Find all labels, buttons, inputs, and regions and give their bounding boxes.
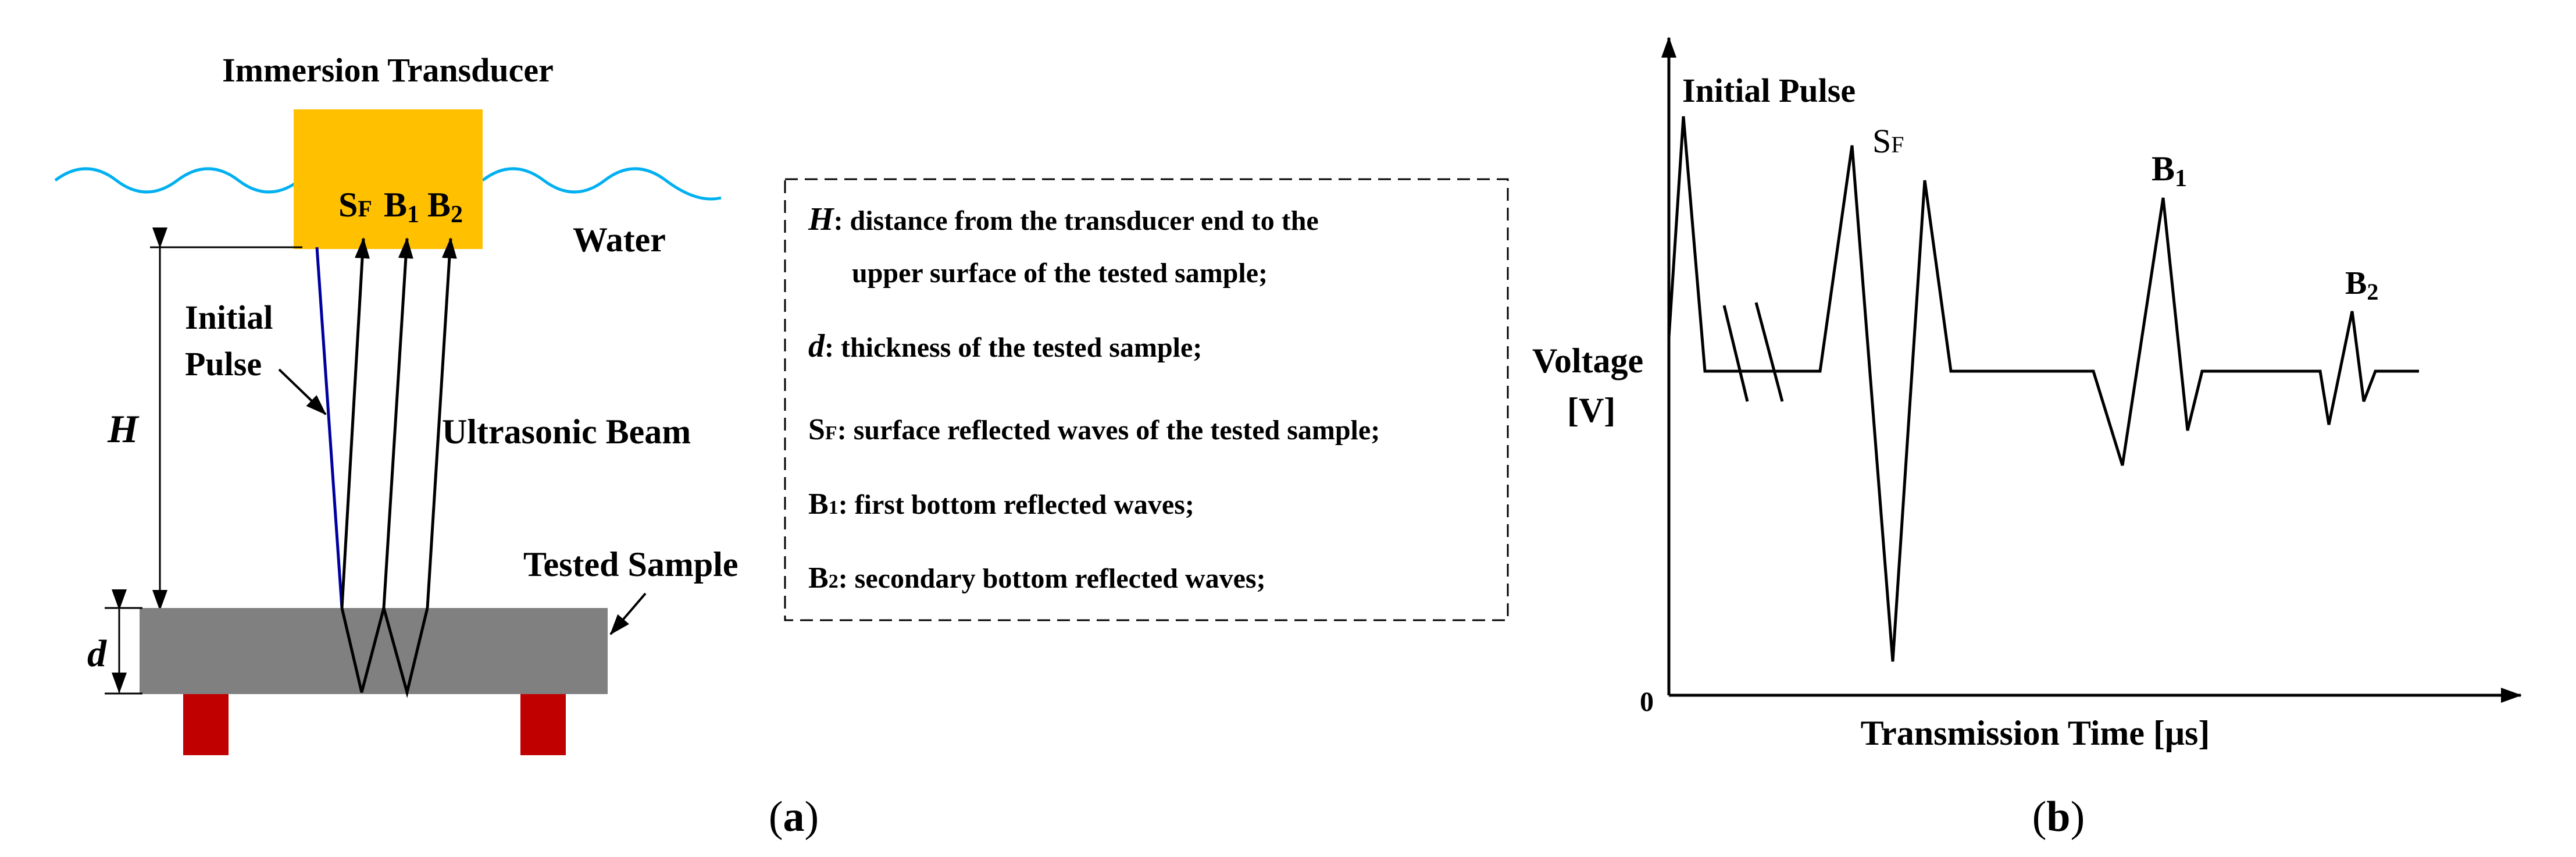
initial-pulse-label-b: Initial Pulse (1682, 72, 1856, 109)
b2-label-b: B2 (2345, 265, 2378, 305)
support-left (183, 694, 229, 755)
initial-pulse-label-a: Initial (185, 298, 273, 336)
legend-item-h-cont: upper surface of the tested sample; (852, 258, 1268, 289)
initial-pulse-label-a-line2: Pulse (185, 345, 262, 383)
sf-label-b: SF (1872, 122, 1904, 160)
ultrasonic-beam-label: Ultrasonic Beam (442, 413, 691, 451)
water-surface-left (54, 167, 301, 194)
caption-b: (b) (2032, 793, 2085, 841)
b1-label-b: B1 (2152, 150, 2187, 192)
legend-item-sf: SF: surface reflected waves of the teste… (808, 413, 1380, 446)
tested-sample-pointer (609, 592, 647, 635)
support-right (520, 694, 566, 755)
legend-item-h: H: distance from the transducer end to t… (808, 201, 1319, 237)
transducer-label: Immersion Transducer (222, 51, 554, 89)
waveform-initial-segment (1667, 116, 1779, 373)
b1-label-a: B1 (384, 186, 419, 228)
caption-a: (a) (769, 793, 819, 841)
y-axis-label: Voltage (1532, 342, 1643, 380)
legend-border (784, 178, 1509, 621)
initial-pulse-ray (315, 247, 344, 609)
b1-beam-arrow (382, 237, 413, 609)
sf-beam-arrow (340, 237, 370, 609)
y-axis-label-line2: [V] (1567, 391, 1615, 429)
sf-label-a: SF (338, 186, 372, 224)
b2-beam-arrow (426, 237, 457, 609)
tested-sample-label: Tested Sample (523, 545, 738, 584)
h-label: H (107, 407, 140, 451)
legend-item-b2: B2: secondary bottom reflected waves; (808, 561, 1266, 595)
waveform-echo-segment (1768, 145, 2419, 662)
initial-pulse-pointer (278, 368, 327, 415)
axis-break-mark-2 (1754, 302, 1784, 402)
d-label: d (87, 632, 107, 675)
axis-break-mark-1 (1722, 305, 1749, 402)
x-axis-label: Transmission Time [μs] (1861, 714, 2210, 752)
water-label: Water (573, 221, 666, 259)
panel-b: 0 Voltage [V] Transmission Time [μs] Ini… (1532, 37, 2522, 841)
immersion-transducer (294, 109, 483, 249)
legend-box: H: distance from the transducer end to t… (784, 178, 1509, 621)
panel-a: Immersion Transducer SF B1 B2 Water H d … (54, 51, 819, 841)
origin-label: 0 (1640, 687, 1654, 717)
b2-label-a: B2 (427, 186, 463, 228)
legend-item-b1: B1: first bottom reflected waves; (808, 488, 1194, 521)
legend-item-d: d: thickness of the tested sample; (808, 328, 1202, 364)
water-surface-right (481, 167, 722, 201)
